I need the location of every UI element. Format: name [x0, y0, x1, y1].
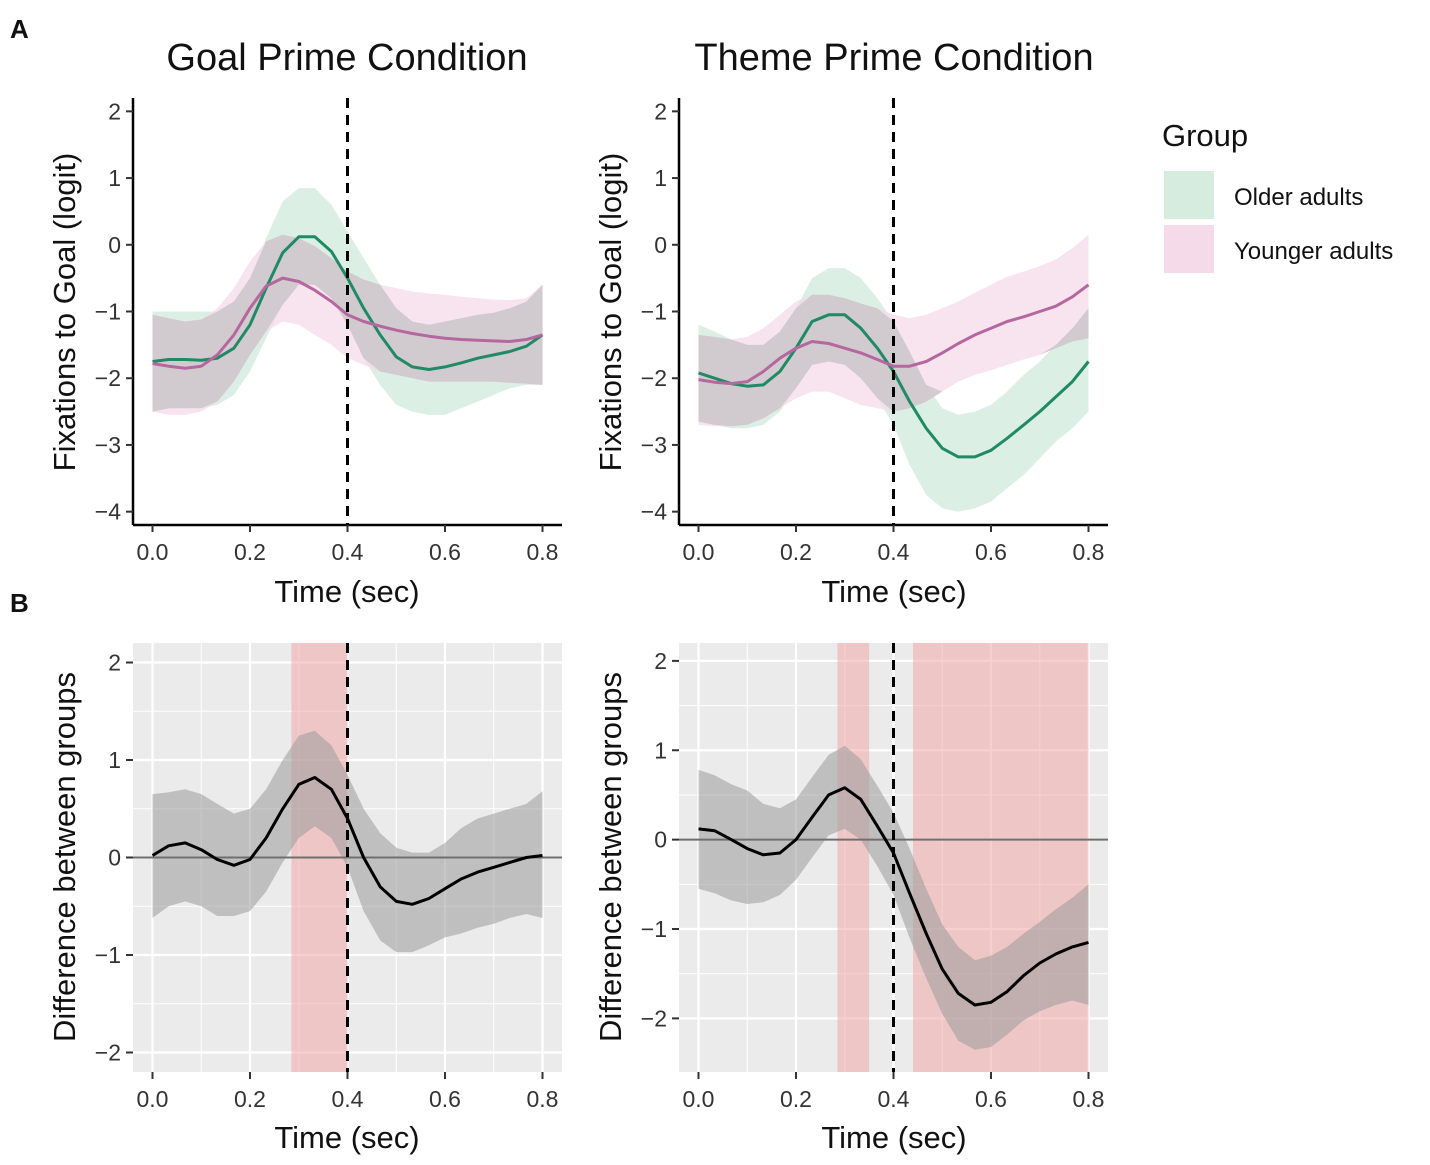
x-tick-label: 0.4: [332, 1086, 364, 1112]
y-tick-label: 1: [108, 747, 121, 773]
y-tick-label: 0: [654, 827, 667, 853]
x-tick-label: 0.6: [429, 1086, 461, 1112]
y-tick-label: 1: [654, 737, 667, 763]
y-tick-label: 0: [108, 845, 121, 871]
y-tick-label: 2: [654, 648, 667, 674]
y-tick-label: 2: [108, 98, 121, 124]
x-axis-title: Time (sec): [821, 574, 966, 609]
legend: Group Older adults Younger adults: [1162, 118, 1393, 273]
chart-goal-prime-fixations: Goal Prime Condition 2 1 0 −1 −2 −3 −4 0.0 0.2 0.4…: [47, 37, 562, 609]
confidence-band-diff: [152, 730, 543, 953]
y-tick-label: −3: [95, 432, 121, 458]
chart-theme-prime-difference: 2 1 0 −1 −2 0.0 0.2 0.4 0.6 0.8 Time (sec) Differen…: [593, 643, 1108, 1155]
significant-interval: [837, 643, 870, 1072]
x-tick-label: 0.6: [975, 1086, 1007, 1112]
x-tick-label: 0.4: [878, 539, 910, 565]
series-line-older: [152, 235, 544, 371]
y-tick-label: −2: [641, 365, 667, 391]
legend-title: Group: [1162, 118, 1248, 153]
y-tick-label: −1: [95, 299, 121, 325]
x-axis-title: Time (sec): [821, 1120, 966, 1155]
x-axis-title: Time (sec): [274, 574, 419, 609]
y-axis-title: Fixations to Goal (logit): [47, 153, 82, 472]
y-tick-label: −1: [641, 916, 667, 942]
x-tick-label: 0.0: [137, 1086, 169, 1112]
legend-swatch-younger: [1164, 225, 1214, 273]
y-tick-label: 0: [108, 232, 121, 258]
x-tick-label: 0.8: [1073, 539, 1105, 565]
chart-title: Goal Prime Condition: [166, 37, 527, 79]
x-tick-label: 0.4: [332, 539, 364, 565]
x-tick-label: 0.6: [975, 539, 1007, 565]
legend-label-younger: Younger adults: [1234, 238, 1393, 265]
x-tick-label: 0.4: [878, 1086, 910, 1112]
y-tick-label: 0: [654, 232, 667, 258]
y-tick-label: −4: [641, 499, 667, 525]
x-tick-label: 0.8: [527, 1086, 559, 1112]
y-tick-label: 1: [108, 165, 121, 191]
chart-theme-prime-fixations: Theme Prime Condition 2 1 0 −1 −2 −3 −4 0.0 0.2 0.…: [593, 37, 1108, 609]
x-tick-label: 0.0: [683, 1086, 715, 1112]
x-tick-label: 0.0: [683, 539, 715, 565]
x-tick-label: 0.8: [527, 539, 559, 565]
y-tick-label: 1: [654, 165, 667, 191]
y-tick-label: 2: [654, 98, 667, 124]
x-tick-label: 0.2: [780, 1086, 812, 1112]
y-tick-label: −2: [95, 1040, 121, 1066]
panel-label-b: B: [10, 588, 29, 618]
y-tick-label: 2: [108, 650, 121, 676]
y-tick-label: −4: [95, 499, 121, 525]
y-axis-title: Difference between groups: [593, 672, 628, 1042]
x-tick-label: 0.8: [1073, 1086, 1105, 1112]
legend-swatch-older: [1164, 171, 1214, 219]
chart-goal-prime-difference: 2 1 0 −1 −2 0.0 0.2 0.4 0.6 0.8 Time (sec) Differen…: [47, 643, 562, 1155]
y-axis-title: Fixations to Goal (logit): [593, 153, 628, 472]
series-line-younger: [152, 276, 543, 370]
chart-title: Theme Prime Condition: [694, 37, 1093, 79]
y-tick-label: −1: [95, 942, 121, 968]
x-tick-label: 0.6: [429, 539, 461, 565]
x-tick-label: 0.2: [234, 539, 266, 565]
confidence-band-diff: [698, 745, 1089, 1050]
x-axis-title: Time (sec): [274, 1120, 419, 1155]
y-tick-label: −2: [95, 365, 121, 391]
x-tick-label: 0.2: [234, 1086, 266, 1112]
y-tick-label: −2: [641, 1005, 667, 1031]
y-tick-label: −1: [641, 299, 667, 325]
y-tick-label: −3: [641, 432, 667, 458]
legend-label-older: Older adults: [1234, 184, 1363, 211]
y-axis-title: Difference between groups: [47, 672, 82, 1042]
x-tick-label: 0.0: [137, 539, 169, 565]
panel-label-a: A: [10, 14, 29, 44]
series-line-younger: [698, 283, 1090, 386]
x-tick-label: 0.2: [780, 539, 812, 565]
